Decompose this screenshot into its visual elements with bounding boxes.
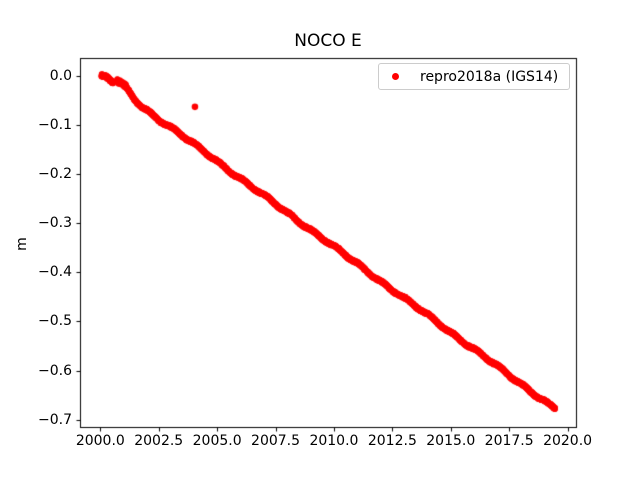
- y-tick-label: −0.6: [38, 362, 72, 379]
- x-tick-label: 2000.0: [75, 433, 125, 449]
- x-tick-label: 2002.5: [134, 433, 184, 449]
- x-tick-label: 2007.5: [251, 433, 301, 449]
- y-tick-label: −0.5: [38, 313, 72, 330]
- y-tick-label: −0.7: [38, 411, 72, 428]
- legend-label: repro2018a (IGS14): [420, 68, 559, 85]
- chart-title: NOCO E: [294, 31, 362, 51]
- y-tick-label: −0.3: [38, 215, 72, 232]
- x-tick-label: 2005.0: [192, 433, 242, 449]
- x-tick-label: 2012.5: [367, 433, 417, 449]
- y-tick-label: −0.4: [38, 264, 72, 281]
- y-tick-label: 0.0: [49, 67, 72, 84]
- y-axis-label: m: [14, 237, 30, 251]
- x-tick-label: 2015.0: [426, 433, 476, 449]
- legend: repro2018a (IGS14): [378, 63, 570, 90]
- x-tick-label: 2020.0: [543, 433, 593, 449]
- x-tick-label: 2017.5: [484, 433, 534, 449]
- y-tick-label: −0.2: [38, 166, 72, 183]
- x-tick-label: 2010.0: [309, 433, 359, 449]
- y-tick-label: −0.1: [38, 117, 72, 134]
- legend-marker-dot: [392, 73, 399, 80]
